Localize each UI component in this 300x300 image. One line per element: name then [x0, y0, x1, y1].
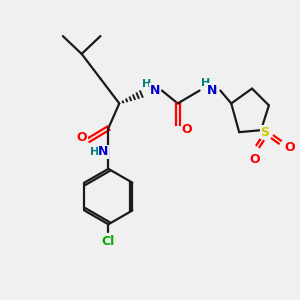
Text: O: O [76, 130, 87, 144]
Text: S: S [260, 126, 269, 139]
Text: H: H [142, 79, 152, 88]
Text: N: N [98, 146, 109, 158]
Text: N: N [207, 84, 218, 97]
Text: H: H [201, 78, 210, 88]
Text: N: N [150, 84, 160, 97]
Text: H: H [90, 147, 99, 157]
Text: O: O [284, 140, 295, 154]
Text: Cl: Cl [102, 235, 115, 248]
Text: O: O [250, 153, 260, 167]
Text: O: O [181, 123, 192, 136]
